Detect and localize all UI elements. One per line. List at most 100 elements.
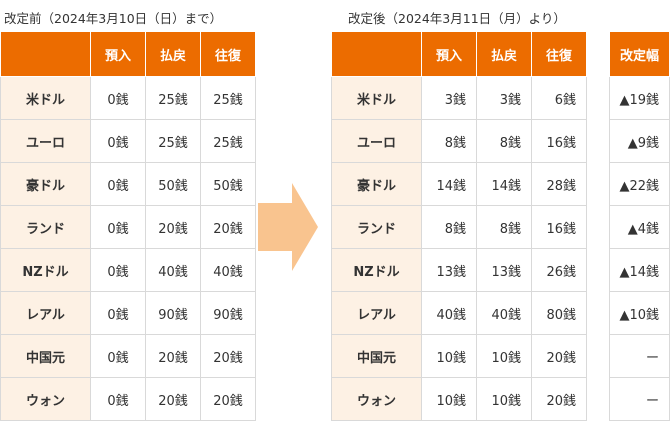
deposit-cell: 10銭 (421, 377, 477, 421)
table-row: ユーロ 8銭 8銭 16銭 (331, 119, 587, 163)
header-currency (331, 32, 422, 77)
deposit-cell: 0銭 (90, 162, 146, 206)
deposit-cell: 0銭 (90, 377, 146, 421)
change-cell: ▲9銭 (609, 119, 670, 163)
table-row: NZドル 13銭 13銭 26銭 (331, 248, 587, 292)
change-cell: ▲4銭 (609, 205, 670, 249)
table-row: ▲22銭 (609, 162, 670, 206)
table-row: 豪ドル 14銭 14銭 28銭 (331, 162, 587, 206)
round-cell: 20銭 (531, 334, 587, 378)
deposit-cell: 14銭 (421, 162, 477, 206)
currency-cell: NZドル (0, 248, 91, 292)
deposit-cell: 8銭 (421, 119, 477, 163)
change-amount-table: 改定幅 ▲19銭 ▲9銭 ▲22銭 ▲4銭 ▲14銭 ▲10銭 ー ー (609, 32, 670, 421)
round-cell: 6銭 (531, 76, 587, 120)
round-cell: 20銭 (200, 377, 256, 421)
withdraw-cell: 3銭 (476, 76, 532, 120)
header-change: 改定幅 (609, 32, 670, 77)
change-cell: ▲14銭 (609, 248, 670, 292)
header-deposit: 預入 (421, 32, 477, 77)
currency-cell: レアル (331, 291, 422, 335)
deposit-cell: 13銭 (421, 248, 477, 292)
header-round: 往復 (200, 32, 256, 77)
table-row: ウォン 10銭 10銭 20銭 (331, 377, 587, 421)
round-cell: 16銭 (531, 205, 587, 249)
change-cell: ー (609, 334, 670, 378)
round-cell: 50銭 (200, 162, 256, 206)
withdraw-cell: 40銭 (476, 291, 532, 335)
table-header-row: 預入 払戻 往復 (331, 32, 587, 77)
currency-cell: ランド (0, 205, 91, 249)
round-cell: 80銭 (531, 291, 587, 335)
withdraw-cell: 25銭 (145, 76, 201, 120)
header-deposit: 預入 (90, 32, 146, 77)
withdraw-cell: 13銭 (476, 248, 532, 292)
currency-cell: 豪ドル (0, 162, 91, 206)
change-cell: ▲22銭 (609, 162, 670, 206)
table-row: 豪ドル 0銭 50銭 50銭 (0, 162, 256, 206)
arrow-right-icon (258, 183, 318, 271)
currency-cell: NZドル (331, 248, 422, 292)
round-cell: 25銭 (200, 76, 256, 120)
withdraw-cell: 40銭 (145, 248, 201, 292)
withdraw-cell: 90銭 (145, 291, 201, 335)
table-row: ランド 0銭 20銭 20銭 (0, 205, 256, 249)
table-row: ▲4銭 (609, 205, 670, 249)
table-row: NZドル 0銭 40銭 40銭 (0, 248, 256, 292)
currency-cell: ランド (331, 205, 422, 249)
table-row: ▲10銭 (609, 291, 670, 335)
header-withdraw: 払戻 (145, 32, 201, 77)
change-cell: ー (609, 377, 670, 421)
table-row: ウォン 0銭 20銭 20銭 (0, 377, 256, 421)
currency-cell: 豪ドル (331, 162, 422, 206)
currency-cell: ユーロ (0, 119, 91, 163)
withdraw-cell: 8銭 (476, 205, 532, 249)
withdraw-cell: 14銭 (476, 162, 532, 206)
withdraw-cell: 8銭 (476, 119, 532, 163)
deposit-cell: 40銭 (421, 291, 477, 335)
change-cell: ▲10銭 (609, 291, 670, 335)
round-cell: 20銭 (531, 377, 587, 421)
table-row: ランド 8銭 8銭 16銭 (331, 205, 587, 249)
before-caption: 改定前（2024年3月10日（日）まで） (4, 11, 223, 26)
deposit-cell: 8銭 (421, 205, 477, 249)
currency-cell: 中国元 (0, 334, 91, 378)
withdraw-cell: 20銭 (145, 334, 201, 378)
currency-cell: 中国元 (331, 334, 422, 378)
withdraw-cell: 10銭 (476, 377, 532, 421)
currency-cell: ウォン (0, 377, 91, 421)
table-row: ▲9銭 (609, 119, 670, 163)
round-cell: 90銭 (200, 291, 256, 335)
currency-cell: 米ドル (0, 76, 91, 120)
round-cell: 28銭 (531, 162, 587, 206)
table-row: ー (609, 377, 670, 421)
after-caption: 改定後（2024年3月11日（月）より） (348, 11, 566, 26)
header-currency (0, 32, 91, 77)
table-row: ー (609, 334, 670, 378)
table-row: ▲19銭 (609, 76, 670, 120)
header-round: 往復 (531, 32, 587, 77)
currency-cell: レアル (0, 291, 91, 335)
currency-cell: ユーロ (331, 119, 422, 163)
table-row: ▲14銭 (609, 248, 670, 292)
deposit-cell: 0銭 (90, 119, 146, 163)
before-rate-table: 預入 払戻 往復 米ドル 0銭 25銭 25銭 ユーロ 0銭 25銭 25銭 豪ドル 0銭 50… (0, 32, 256, 421)
deposit-cell: 3銭 (421, 76, 477, 120)
table-header-row: 改定幅 (609, 32, 670, 77)
table-header-row: 預入 払戻 往復 (0, 32, 256, 77)
after-rate-table: 預入 払戻 往復 米ドル 3銭 3銭 6銭 ユーロ 8銭 8銭 16銭 豪ドル 14銭 14銭 2… (331, 32, 587, 421)
withdraw-cell: 25銭 (145, 119, 201, 163)
withdraw-cell: 10銭 (476, 334, 532, 378)
round-cell: 16銭 (531, 119, 587, 163)
round-cell: 25銭 (200, 119, 256, 163)
table-row: 米ドル 3銭 3銭 6銭 (331, 76, 587, 120)
deposit-cell: 0銭 (90, 291, 146, 335)
table-row: レアル 40銭 40銭 80銭 (331, 291, 587, 335)
table-row: ユーロ 0銭 25銭 25銭 (0, 119, 256, 163)
table-row: レアル 0銭 90銭 90銭 (0, 291, 256, 335)
deposit-cell: 0銭 (90, 76, 146, 120)
header-withdraw: 払戻 (476, 32, 532, 77)
currency-cell: ウォン (331, 377, 422, 421)
deposit-cell: 0銭 (90, 248, 146, 292)
deposit-cell: 0銭 (90, 334, 146, 378)
